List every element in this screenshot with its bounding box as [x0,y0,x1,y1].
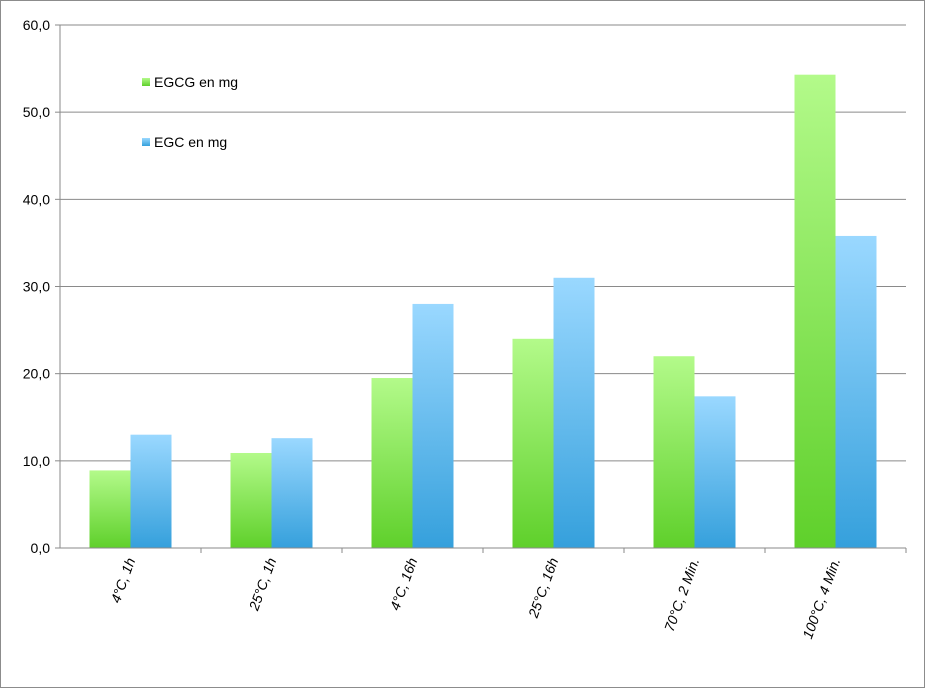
y-tick-label: 30,0 [23,279,50,295]
y-tick-label: 60,0 [23,17,50,33]
y-tick-label: 40,0 [23,191,50,207]
bar-egc [694,396,736,548]
x-tick-label: 25°C, 16h [525,555,562,620]
bar-egc [412,303,454,548]
bar-egcg [512,338,554,548]
y-tick-label: 20,0 [23,366,50,382]
y-tick-label: 0,0 [31,540,51,556]
bars [89,74,877,548]
bar-egc [553,277,595,548]
bar-egcg [371,378,413,548]
y-tick-label: 50,0 [23,104,50,120]
legend-label: EGCG en mg [154,74,238,90]
legend-swatch [142,138,150,146]
legend: EGCG en mg EGC en mg [142,74,238,150]
x-tick-label: 25°C, 1h [245,555,279,613]
bar-egcg [794,74,836,548]
x-tick-label: 100°C, 4 Min. [799,556,843,641]
x-tick-label: 4°C, 1h [107,555,138,605]
axes [55,24,907,553]
bar-egcg [653,356,695,548]
bar-egc [835,235,877,548]
y-tick-label: 10,0 [23,453,50,469]
x-tick-label: 4°C, 16h [387,555,421,612]
bar-egc [130,434,172,548]
bar-egcg [230,452,272,548]
legend-label: EGC en mg [154,134,227,150]
bar-egcg [89,470,131,548]
bar-egc [271,438,313,548]
x-tick-label: 70°C, 2 Min. [661,556,702,634]
legend-swatch [142,78,150,86]
gridlines [60,24,906,462]
